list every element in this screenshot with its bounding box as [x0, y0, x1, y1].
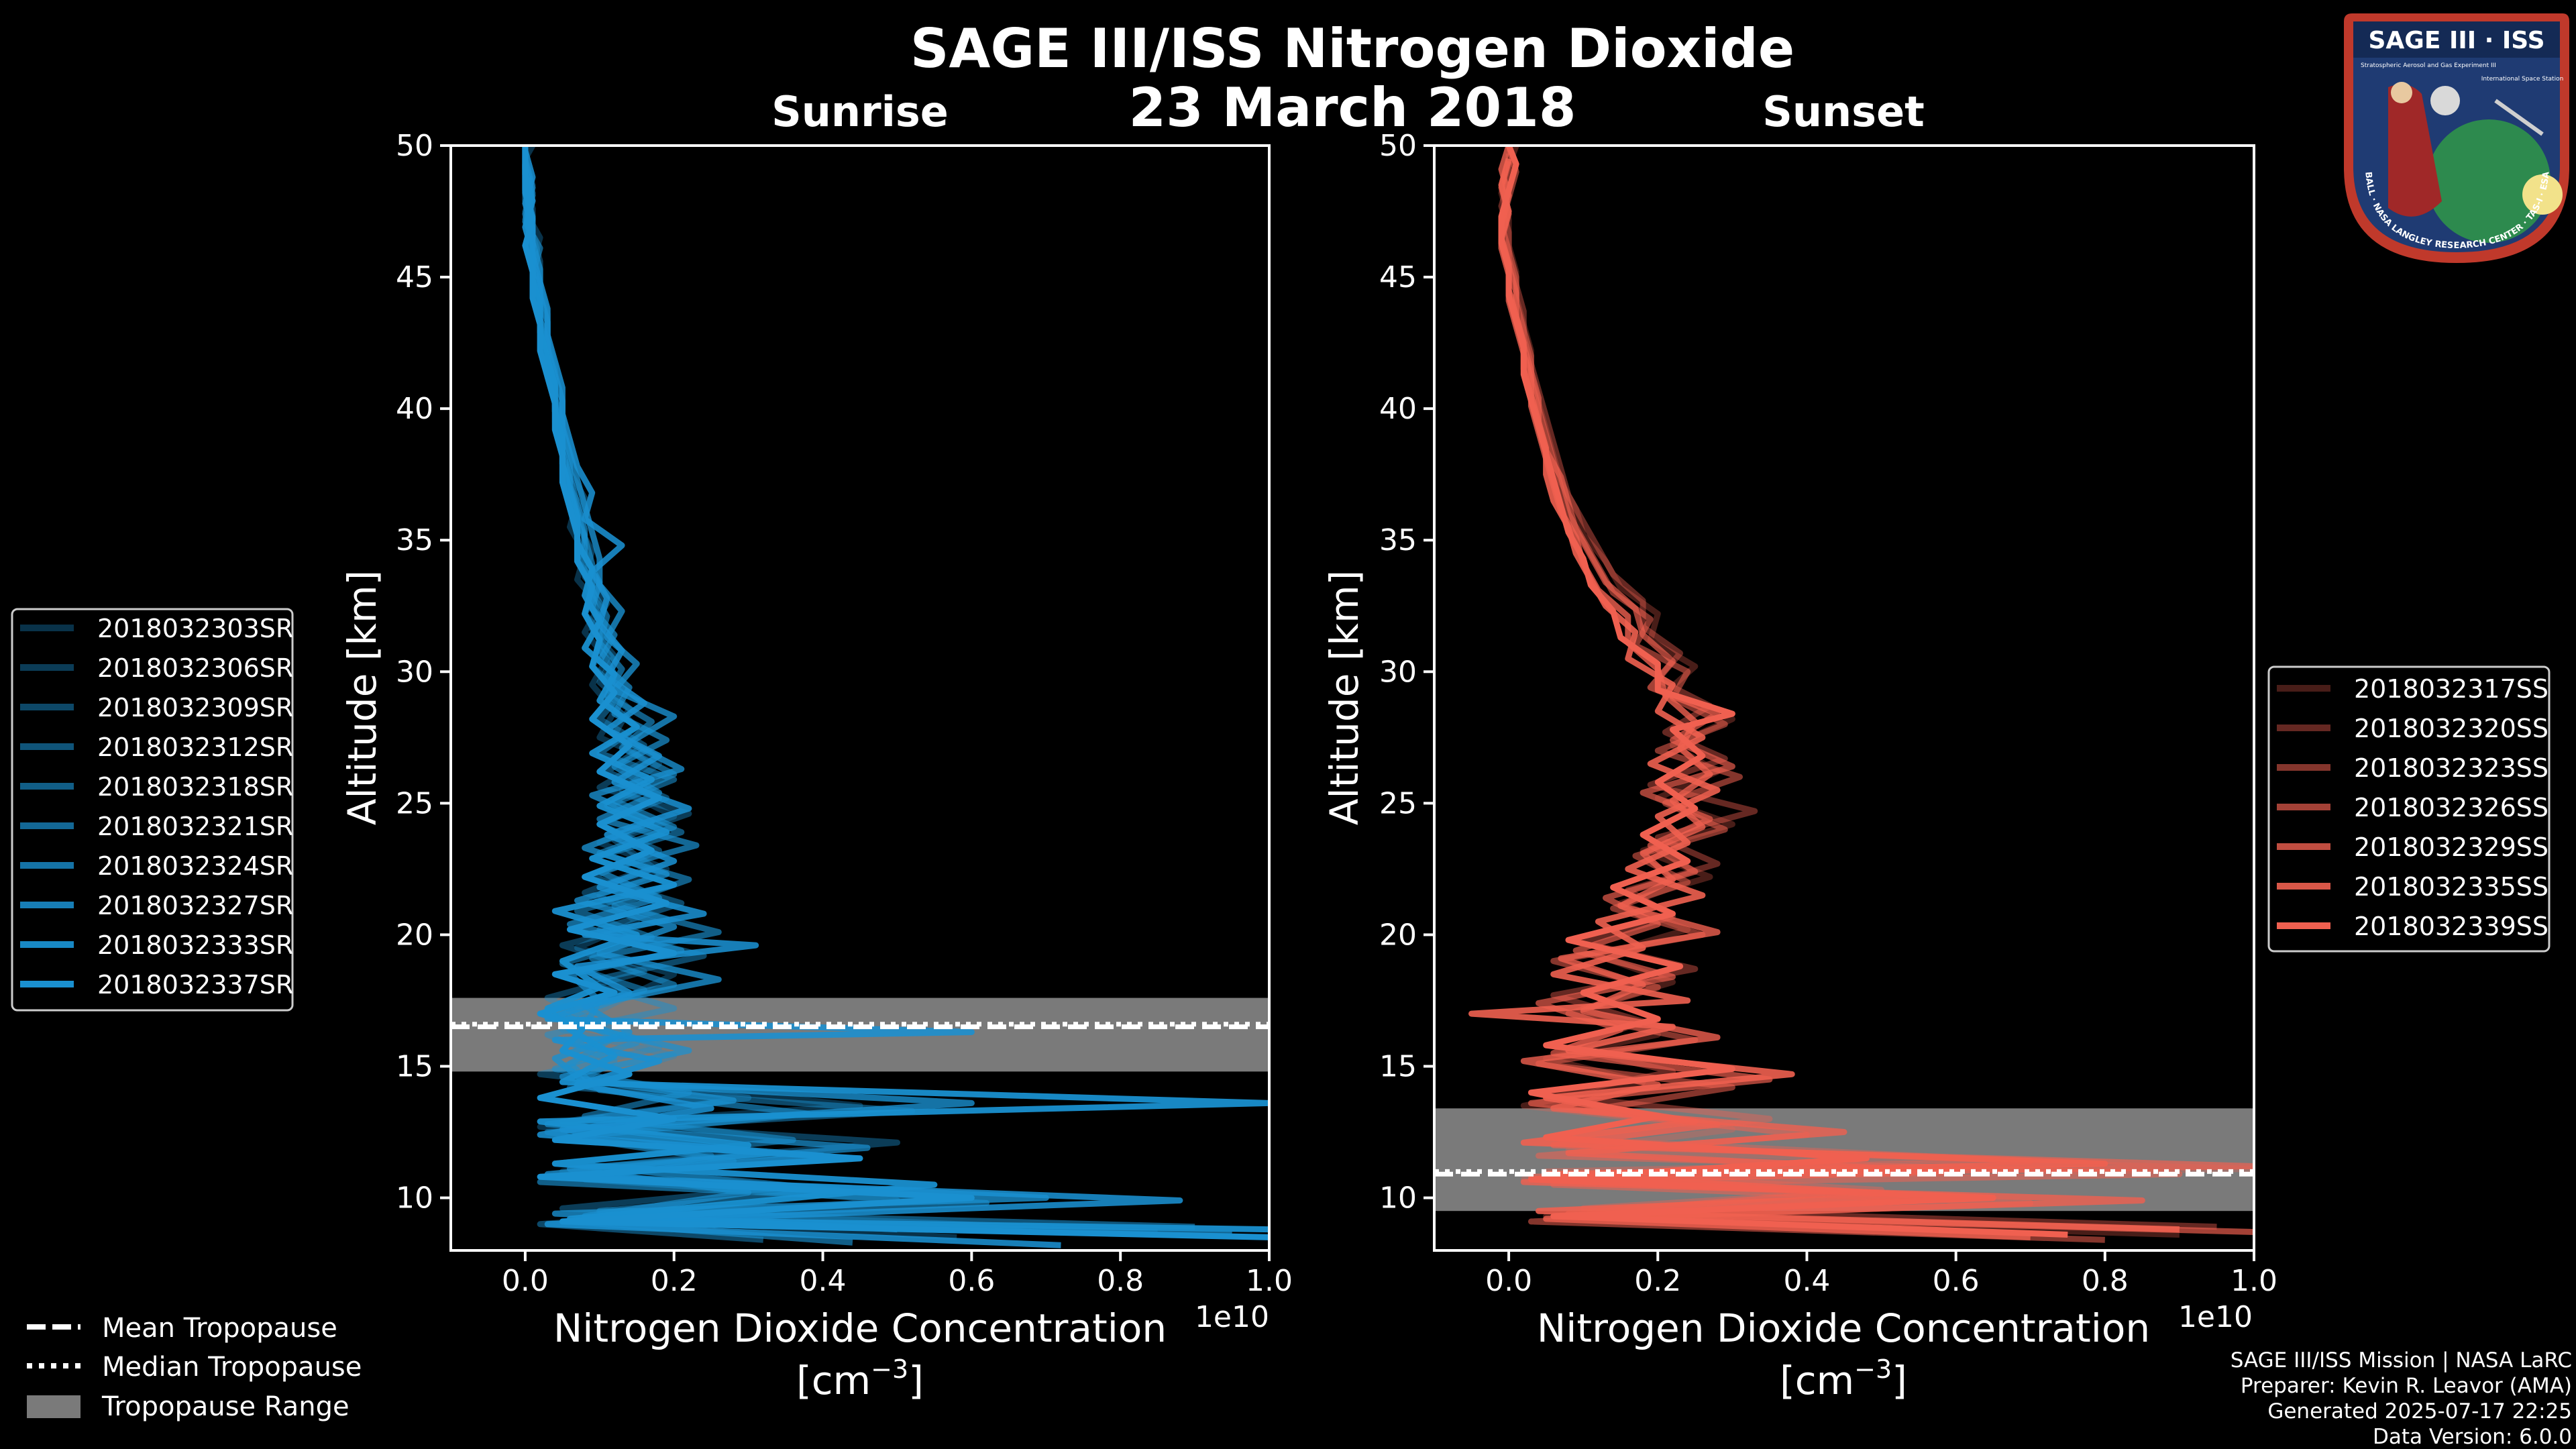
sunset-ytick-label: 20 [1379, 918, 1417, 952]
logo-sun [2522, 174, 2563, 215]
sunset-legend-label: 2018032317SS [2354, 674, 2548, 704]
sunset-offset-text: 1e10 [2178, 1300, 2253, 1334]
sunset-ytick-label: 50 [1379, 129, 1417, 163]
sunrise-panel-title: Sunrise [771, 87, 949, 136]
tropopause-range-swatch [27, 1395, 80, 1418]
tropopause-legend: Mean Tropopause Median Tropopause Tropop… [27, 1313, 362, 1422]
logo-sage-figure [2388, 84, 2442, 217]
sunset-legend-label: 2018032329SS [2354, 833, 2548, 862]
logo-sage-head [2391, 82, 2412, 103]
sunrise-offset-text: 1e10 [1195, 1300, 1269, 1334]
tropopause-range-label: Tropopause Range [101, 1391, 350, 1422]
footer: SAGE III/ISS Mission | NASA LaRC Prepare… [2231, 1348, 2572, 1449]
sunrise-ytick-label: 10 [396, 1181, 433, 1216]
sunset-ytick-label: 10 [1379, 1181, 1417, 1216]
sunset-plot-frame [1433, 144, 2255, 1252]
sunset-xtick-label: 0.0 [1485, 1264, 1532, 1298]
footer-mission: SAGE III/ISS Mission | NASA LaRC [2231, 1348, 2572, 1373]
sunset-ylabel: Altitude [km] [1322, 570, 1367, 825]
sunrise-xtick-label: 0.6 [948, 1264, 995, 1298]
logo-subtitle: Stratospheric Aerosol and Gas Experiment… [2361, 62, 2496, 69]
sunset-xtick-label: 0.2 [1634, 1264, 1681, 1298]
sunset-legend: 2018032317SS 2018032320SS 2018032323SS 2018… [2267, 665, 2551, 953]
sunset-xlabel-units: [cm−3] [1780, 1354, 1907, 1403]
logo-title-band [2353, 21, 2560, 58]
median-tropopause-label: Median Tropopause [102, 1352, 362, 1383]
sunrise-xtick-label: 1.0 [1246, 1264, 1293, 1298]
sage-logo: SAGE III · ISS Stratospheric Aerosol and… [2344, 13, 2569, 263]
sunrise-ytick-label: 50 [396, 129, 433, 163]
sunset-xlabel: Nitrogen Dioxide Concentration [1537, 1305, 2150, 1351]
sunrise-legend-label: 2018032324SR [97, 851, 293, 881]
logo-side-text: International Space Station [2481, 76, 2564, 83]
logo-earth [2427, 119, 2551, 243]
sunset-xtick-label: 1.0 [2231, 1264, 2277, 1298]
sunrise-panel: 0.0 0.2 0.4 0.6 0.8 1.0 10 15 20 25 30 35 40 45 50 Al… [339, 129, 1293, 1403]
logo-iss-truss [2494, 99, 2544, 136]
sunrise-legend: 2018032303SR 2018032306SR 2018032309SR 2018… [11, 608, 294, 1012]
sunset-series-line-2018032329SS [1498, 146, 2145, 1240]
main-title: SAGE III/ISS Nitrogen Dioxide [910, 17, 1794, 80]
main-date: 23 March 2018 [1128, 76, 1576, 139]
sunrise-xtick-label: 0.0 [502, 1264, 549, 1298]
sunrise-legend-label: 2018032318SR [97, 772, 293, 802]
sunrise-ytick-label: 45 [396, 260, 433, 294]
sunrise-xlabel: Nitrogen Dioxide Concentration [553, 1305, 1167, 1351]
sunrise-xlabel-units: [cm−3] [796, 1354, 924, 1403]
sunrise-ylabel: Altitude [km] [339, 570, 385, 825]
sunset-ytick-label: 35 [1379, 523, 1417, 557]
sunrise-legend-label: 2018032303SR [97, 614, 293, 643]
logo-moon [2430, 86, 2460, 115]
sunset-ytick-label: 25 [1379, 786, 1417, 820]
sunset-ytick-label: 30 [1379, 655, 1417, 689]
sunrise-xtick-label: 0.2 [651, 1264, 698, 1298]
sunrise-ytick-label: 25 [396, 786, 433, 820]
sunrise-legend-label: 2018032306SR [97, 653, 293, 683]
sunset-legend-label: 2018032339SS [2354, 912, 2548, 941]
sunrise-series-line-2018032337SR [522, 146, 1269, 1240]
sunrise-plot-frame [449, 144, 1271, 1252]
footer-version: Data Version: 6.0.0 [2373, 1425, 2572, 1449]
sunset-ytick-label: 45 [1379, 260, 1417, 294]
sunset-panel-title: Sunset [1762, 87, 1925, 136]
sunset-xtick-label: 0.8 [2082, 1264, 2129, 1298]
sunset-panel: 0.0 0.2 0.4 0.6 0.8 1.0 10 15 20 25 30 35 40 45 50 Al… [1322, 129, 2277, 1403]
sunrise-xtick-label: 0.4 [800, 1264, 847, 1298]
sunset-series-line-2018032320SS [1498, 153, 2217, 1230]
sunrise-legend-label: 2018032333SR [97, 930, 293, 960]
sunrise-legend-label: 2018032321SR [97, 812, 293, 841]
sunrise-ytick-label: 20 [396, 918, 433, 952]
sunrise-ytick-label: 40 [396, 392, 433, 426]
sunset-legend-box [2267, 665, 2551, 953]
sunrise-ytick-label: 15 [396, 1050, 433, 1084]
sunrise-legend-label: 2018032309SR [97, 693, 293, 722]
sunset-legend-label: 2018032320SS [2354, 714, 2548, 743]
logo-title: SAGE III · ISS [2368, 27, 2544, 54]
sunset-legend-label: 2018032326SS [2354, 793, 2548, 822]
sunset-ytick-label: 40 [1379, 392, 1417, 426]
sunset-xtick-label: 0.6 [1933, 1264, 1980, 1298]
sunrise-ytick-label: 35 [396, 523, 433, 557]
sunset-ytick-label: 15 [1379, 1050, 1417, 1084]
mean-tropopause-label: Mean Tropopause [102, 1313, 337, 1344]
sunset-legend-label: 2018032323SS [2354, 753, 2548, 783]
sunrise-legend-label: 2018032337SR [97, 970, 293, 1000]
sunrise-ytick-label: 30 [396, 655, 433, 689]
sunrise-legend-box [11, 608, 294, 1012]
sunrise-legend-label: 2018032312SR [97, 733, 293, 762]
sunset-legend-label: 2018032335SS [2354, 872, 2548, 902]
sunset-series-line-2018032323SS [1498, 146, 2183, 1243]
sunrise-xtick-label: 0.8 [1097, 1264, 1144, 1298]
sunset-series-line-2018032339SS [1498, 146, 2068, 1238]
footer-generated: Generated 2025-07-17 22:25 [2267, 1399, 2572, 1424]
sunrise-legend-label: 2018032327SR [97, 891, 293, 920]
footer-preparer: Preparer: Kevin R. Leavor (AMA) [2241, 1374, 2572, 1398]
sunset-xtick-label: 0.4 [1783, 1264, 1830, 1298]
